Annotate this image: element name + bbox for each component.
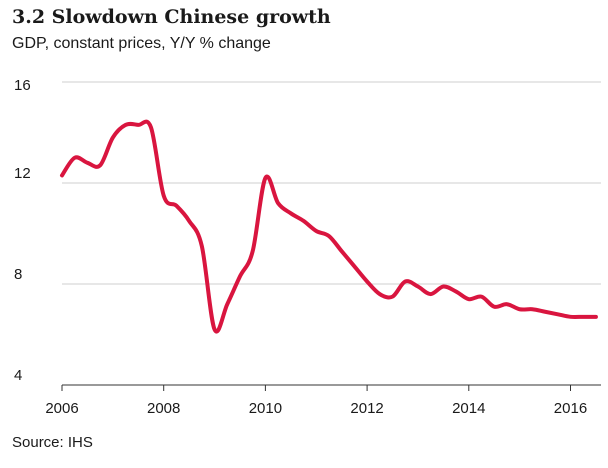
source-note: Source: IHS [12, 434, 93, 451]
chart-subtitle: GDP, constant prices, Y/Y % change [12, 35, 271, 52]
chart-title: 3.2 Slowdown Chinese growth [12, 6, 331, 28]
y-tick-label: 4 [14, 367, 22, 384]
gdp-growth-line [60, 119, 598, 334]
x-tick-label: 2016 [554, 400, 587, 417]
y-tick-label: 16 [14, 77, 31, 94]
y-tick-label: 8 [14, 266, 22, 283]
x-tick-label: 2014 [452, 400, 485, 417]
x-tick-label: 2012 [350, 400, 383, 417]
x-tick-label: 2010 [249, 400, 282, 417]
x-tick-label: 2006 [45, 400, 78, 417]
x-tick-label: 2008 [147, 400, 180, 417]
y-tick-label: 12 [14, 165, 31, 182]
